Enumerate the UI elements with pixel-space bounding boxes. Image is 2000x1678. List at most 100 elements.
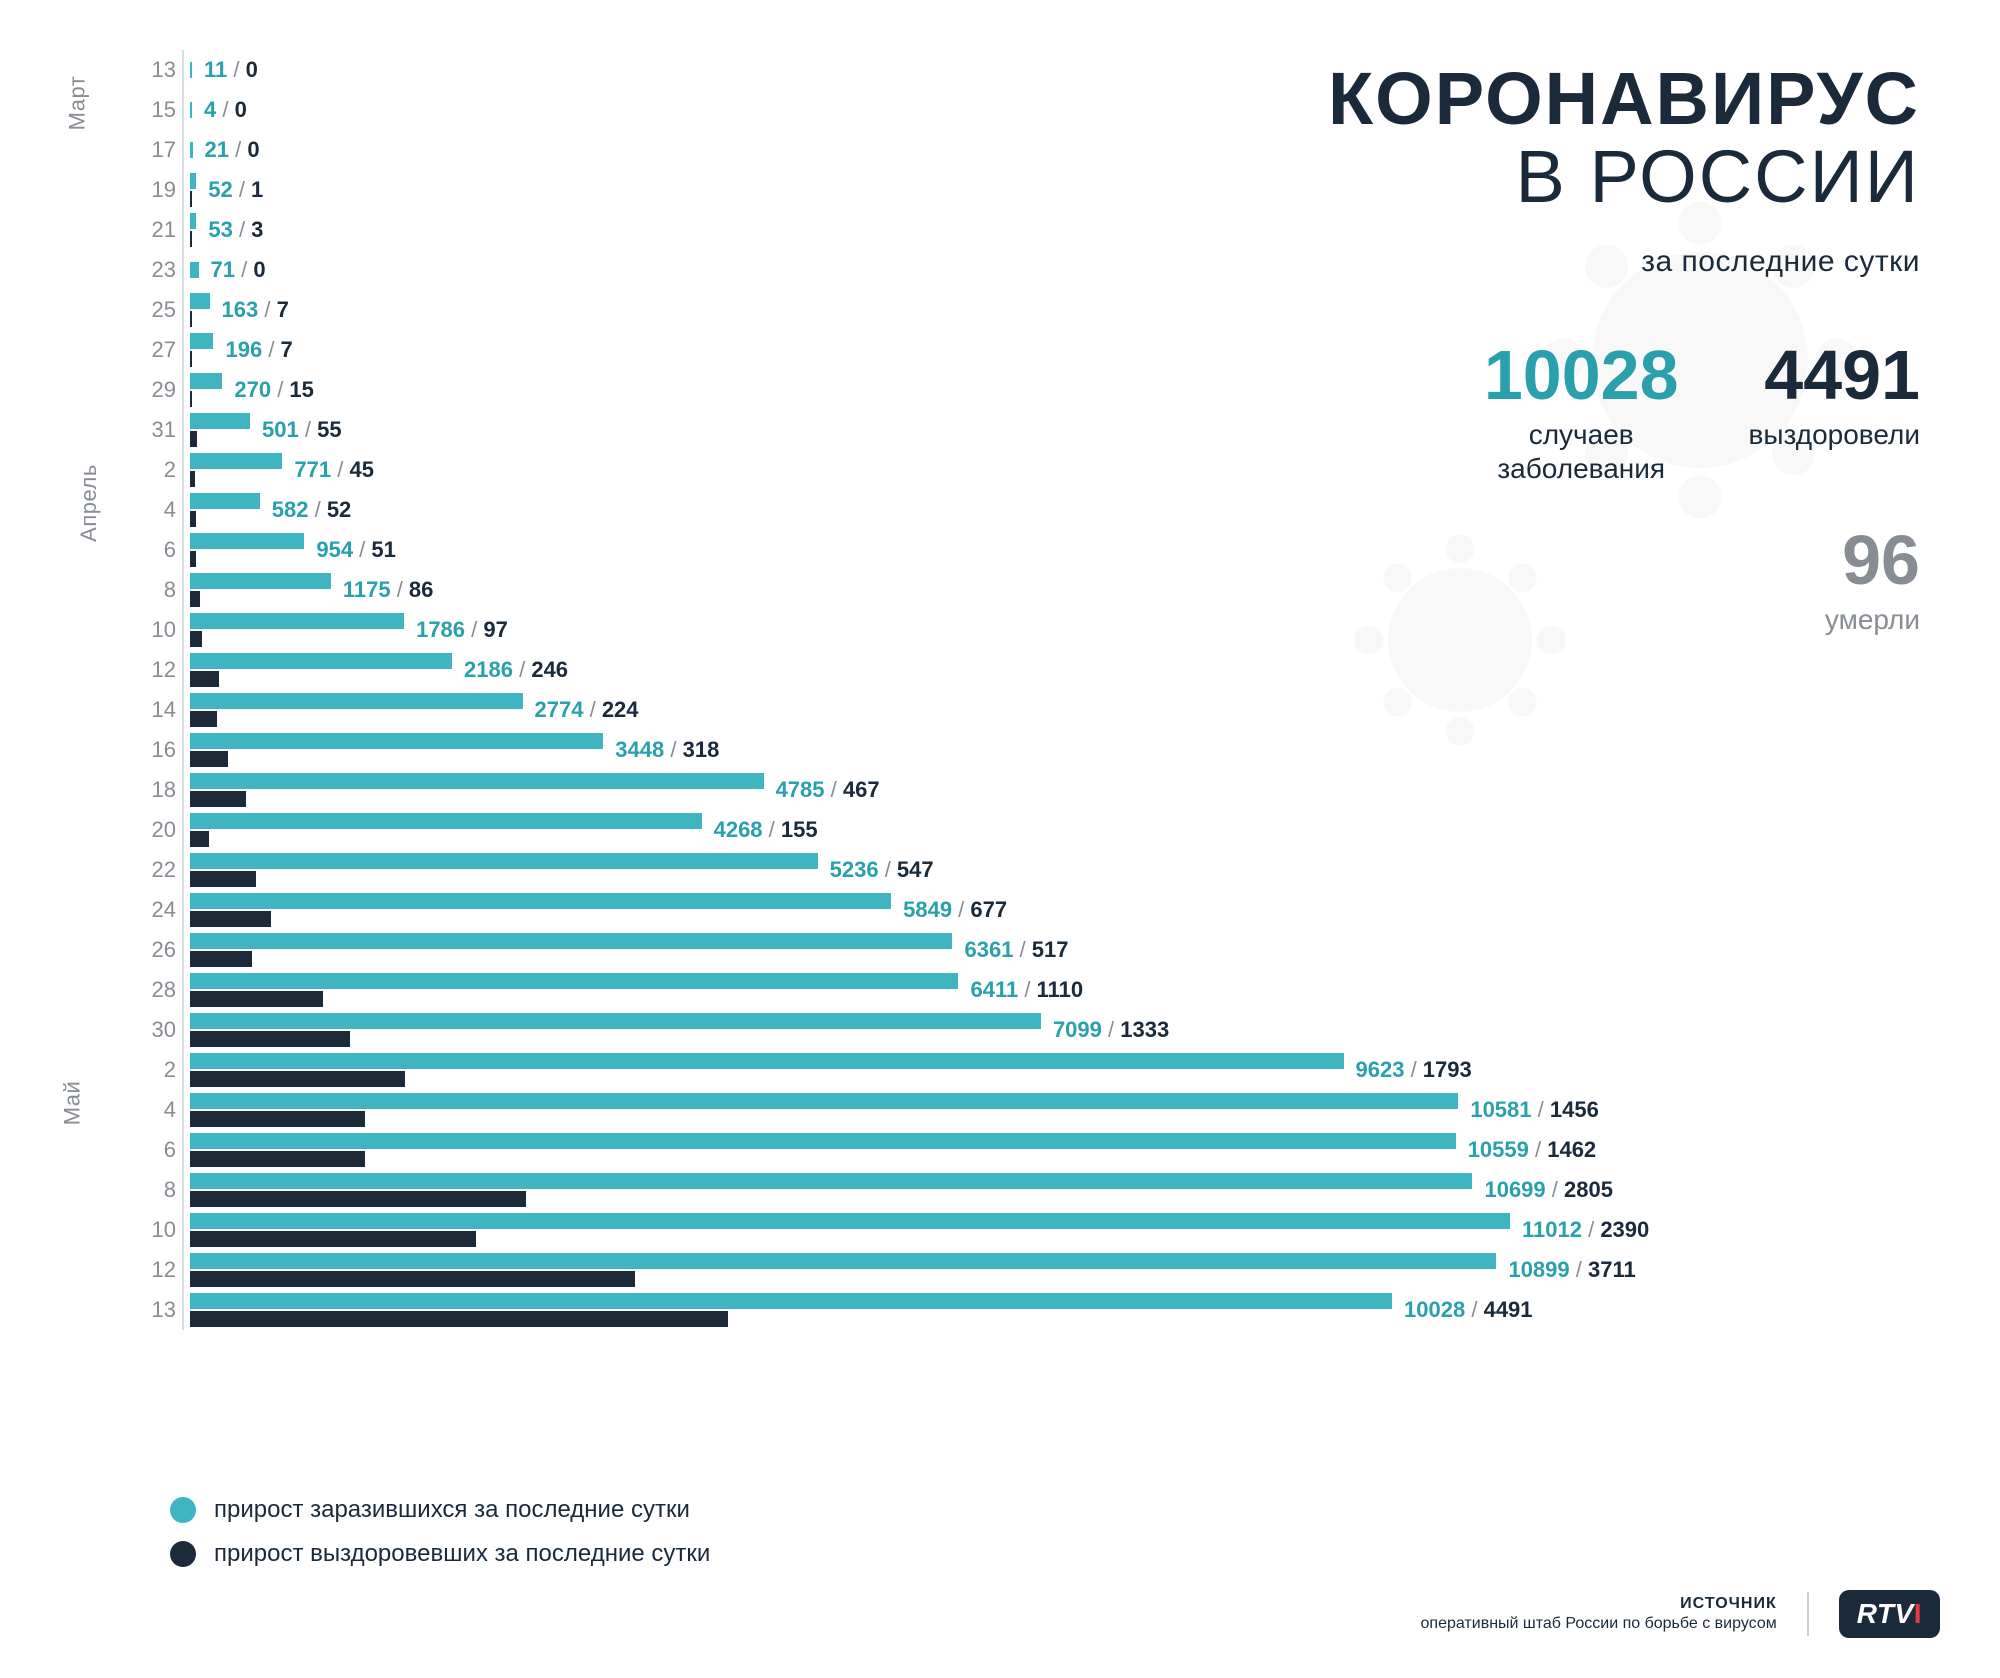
bar-cases [190,813,702,829]
bar-recovered [190,1311,728,1327]
axis-divider [182,1170,184,1210]
bar-recovered [190,911,271,927]
row-date: 28 [140,977,182,1003]
bar-cases [190,693,523,709]
source-text: оперативный штаб России по борьбе с виру… [1421,1615,1777,1633]
source: ИСТОЧНИК оперативный штаб России по борь… [1421,1595,1777,1633]
axis-divider [182,370,184,410]
axis-divider [182,1050,184,1090]
infographic-container: КОРОНАВИРУС В РОССИИ за последние сутки … [0,0,2000,1678]
row-bars: 71 / 0 [190,250,1560,290]
bar-cases [190,262,199,278]
bar-recovered [190,391,192,407]
axis-divider [182,170,184,210]
row-bars: 52 / 1 [190,170,1560,210]
row-date: 25 [140,297,182,323]
chart-row: 122186 / 246 [140,650,1560,690]
axis-divider [182,1130,184,1170]
bar-cases [190,373,222,389]
chart-row: 6954 / 51 [140,530,1560,570]
month-label: Март [64,76,90,131]
axis-divider [182,890,184,930]
axis-divider [182,650,184,690]
axis-divider [182,130,184,170]
chart-row: 163448 / 318 [140,730,1560,770]
bar-recovered [190,711,217,727]
row-date: 13 [140,57,182,83]
chart-row: 29270 / 15 [140,370,1560,410]
row-bars: 163 / 7 [190,290,1560,330]
row-bars: 21 / 0 [190,130,1560,170]
footer-separator [1807,1592,1809,1636]
bar-recovered [190,1071,405,1087]
row-bars: 3448 / 318 [190,730,1560,770]
chart-row: 1210899 / 3711 [140,1250,1560,1290]
axis-divider [182,730,184,770]
stat-recovered-label: выздоровели [1749,418,1920,452]
row-bars: 53 / 3 [190,210,1560,250]
bar-cases [190,1293,1392,1309]
row-date: 29 [140,377,182,403]
row-date: 8 [140,1177,182,1203]
chart-row: 410581 / 1456 [140,1090,1560,1130]
chart-row: 15 4 / 0 [140,90,1560,130]
axis-divider [182,970,184,1010]
row-bars: 6361 / 517 [190,930,1560,970]
row-date: 19 [140,177,182,203]
bar-recovered [190,951,252,967]
axis-divider [182,530,184,570]
footer: ИСТОЧНИК оперативный штаб России по борь… [1421,1590,1940,1638]
bar-recovered [190,791,246,807]
row-date: 18 [140,777,182,803]
axis-divider [182,1290,184,1330]
row-bars: 4785 / 467 [190,770,1560,810]
row-date: 21 [140,217,182,243]
rtvi-logo: RTVI [1839,1590,1940,1638]
bar-cases [190,413,250,429]
row-date: 10 [140,1217,182,1243]
bar-recovered [190,1231,476,1247]
axis-divider [182,90,184,130]
legend-cases-label: прирост заразившихся за последние сутки [214,1496,690,1524]
row-date: 22 [140,857,182,883]
bar-cases [190,102,192,118]
row-date: 2 [140,1057,182,1083]
bar-cases [190,613,404,629]
axis-divider [182,250,184,290]
row-bars: 771 / 45 [190,450,1560,490]
bar-recovered [190,1271,635,1287]
chart-row: 1311 / 0 [140,50,1560,90]
chart-row: 31501 / 55 [140,410,1560,450]
axis-divider [182,850,184,890]
row-bars: 10699 / 2805 [190,1170,1560,1210]
bar-recovered [190,631,202,647]
chart-row: 18 4785 / 467 [140,770,1560,810]
legend-dot-recovered [170,1541,196,1567]
axis-divider [182,930,184,970]
chart-row: 2371 / 0 [140,250,1560,290]
chart-row: 1011012 / 2390 [140,1210,1560,1250]
row-date: 8 [140,577,182,603]
bar-cases [190,1173,1472,1189]
row-bars: 196 / 7 [190,330,1560,370]
chart-row: 8 10699 / 2805 [140,1170,1560,1210]
axis-divider [182,490,184,530]
chart-row: 21 53 / 3 [140,210,1560,250]
row-date: 15 [140,97,182,123]
row-date: 6 [140,537,182,563]
chart-row: 307099 / 1333 [140,1010,1560,1050]
bar-cases [190,533,304,549]
axis-divider [182,1090,184,1130]
row-bars: 4 / 0 [190,90,1560,130]
row-bars: 10028 / 4491 [190,1290,1560,1330]
bar-cases [190,493,260,509]
bar-recovered [190,431,197,447]
stat-deaths-value: 96 [1825,525,1920,595]
row-bars: 9623 / 1793 [190,1050,1560,1090]
row-date: 12 [140,657,182,683]
bar-cases [190,333,213,349]
legend-recovered-label: прирост выздоровевших за последние сутки [214,1540,710,1568]
bar-cases [190,733,603,749]
bar-cases [190,893,891,909]
chart-row: 25 163 / 7 [140,290,1560,330]
